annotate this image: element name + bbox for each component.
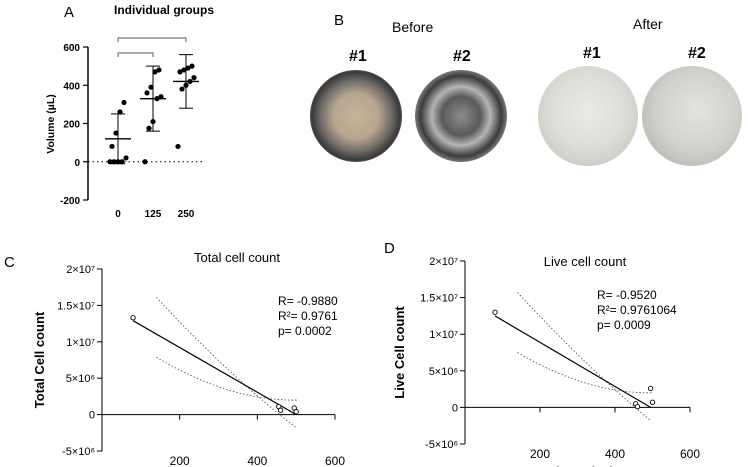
- data-point: [179, 86, 185, 92]
- significance-bracket: [117, 52, 154, 57]
- data-point: [277, 407, 284, 413]
- data-point: [177, 69, 183, 75]
- x-tick-label: 600: [680, 447, 700, 461]
- data-point: [181, 67, 187, 73]
- data-point: [109, 143, 115, 150]
- photo-label-before-2: #2: [453, 48, 471, 65]
- y-tick-label: 2×10⁷: [429, 256, 458, 268]
- data-point: [117, 109, 123, 115]
- stat-line: p= 0.0002: [278, 324, 332, 338]
- chart-title: Live cell count: [544, 254, 627, 269]
- fit-line: [132, 320, 297, 416]
- y-tick-label: 1.5×10⁷: [57, 300, 95, 312]
- panel-b-letter: B: [334, 12, 345, 29]
- y-axis-label: Live Cell count: [392, 306, 407, 399]
- photo-label-before-1: #1: [349, 48, 367, 65]
- y-tick-label: -5×10⁶: [62, 446, 95, 458]
- data-point: [293, 409, 299, 415]
- confidence-band-upper: [156, 297, 297, 429]
- stat-line: R= -0.9520: [597, 288, 657, 302]
- chart-a-title: Individual groups: [114, 3, 215, 17]
- y-tick-label: 1×10⁷: [66, 337, 95, 349]
- data-point: [113, 130, 119, 136]
- x-tick-label: 400: [247, 454, 267, 467]
- data-point: [492, 309, 498, 315]
- x-axis-label: Volume (µL): [541, 464, 615, 467]
- y-tick-label: 5×10⁶: [429, 366, 458, 378]
- panel-a-letter: A: [64, 4, 75, 21]
- data-point: [130, 315, 136, 321]
- data-point: [142, 159, 148, 165]
- y-tick-label: 600: [63, 43, 80, 54]
- data-point: [148, 84, 154, 90]
- y-tick-label: 0: [452, 402, 458, 414]
- data-point: [119, 159, 125, 165]
- data-point: [156, 67, 162, 73]
- photo-label-after-2: #2: [688, 45, 706, 62]
- data-point: [121, 99, 127, 106]
- photo-after-1: [538, 66, 638, 166]
- y-tick-label: 5×10⁶: [66, 373, 95, 385]
- stat-line: p= 0.0009: [597, 318, 651, 332]
- data-point: [123, 155, 129, 161]
- x-tick-label: 125: [145, 209, 162, 220]
- stat-line: R²= 0.9761064: [597, 303, 677, 317]
- photo-after-2: [642, 66, 742, 166]
- y-tick-label: 1.5×10⁷: [420, 293, 458, 305]
- significance-bracket: [117, 37, 187, 42]
- y-tick-label: 200: [63, 120, 80, 131]
- fit-line: [494, 315, 651, 408]
- data-point: [107, 159, 113, 165]
- photo-label-after-1: #1: [583, 45, 601, 62]
- y-tick-label: 0: [74, 158, 80, 169]
- y-tick-label: 1×10⁷: [429, 329, 458, 341]
- x-tick-label: 200: [530, 447, 550, 461]
- data-point: [649, 399, 656, 405]
- data-point: [144, 90, 150, 96]
- data-point: [185, 65, 191, 71]
- y-tick-label: 2×10⁷: [66, 264, 95, 276]
- y-tick-label: -5×10⁶: [425, 439, 458, 451]
- data-point: [189, 63, 195, 69]
- x-tick-label: 0: [115, 209, 121, 220]
- x-tick-label: 250: [178, 209, 195, 220]
- y-axis-label: Total Cell count: [32, 311, 47, 408]
- after-label: After: [633, 16, 663, 32]
- data-point: [191, 75, 197, 81]
- x-tick-label: 600: [325, 454, 345, 467]
- confidence-band-lower: [156, 356, 299, 401]
- y-tick-label: -200: [60, 196, 80, 207]
- data-point: [647, 385, 654, 392]
- data-point: [175, 143, 181, 150]
- data-point: [146, 125, 152, 131]
- panel-d-letter: D: [384, 240, 395, 257]
- panel-c-letter: C: [4, 254, 15, 271]
- y-axis-label: Volume (µL): [45, 94, 57, 154]
- x-tick-label: 200: [170, 454, 190, 467]
- y-tick-label: 0: [89, 410, 95, 422]
- data-point: [152, 69, 158, 75]
- photo-before-2: [415, 70, 507, 162]
- photo-before-1: [310, 70, 402, 162]
- stat-line: R²= 0.9761: [278, 309, 338, 323]
- confidence-band-lower: [517, 352, 653, 394]
- data-point: [111, 159, 117, 165]
- data-point: [634, 404, 641, 410]
- x-tick-label: 400: [605, 447, 625, 461]
- y-tick-label: 400: [63, 81, 80, 92]
- stat-line: R= -0.9880: [278, 294, 338, 308]
- before-label: Before: [392, 19, 434, 35]
- chart-title: Total cell count: [194, 250, 280, 265]
